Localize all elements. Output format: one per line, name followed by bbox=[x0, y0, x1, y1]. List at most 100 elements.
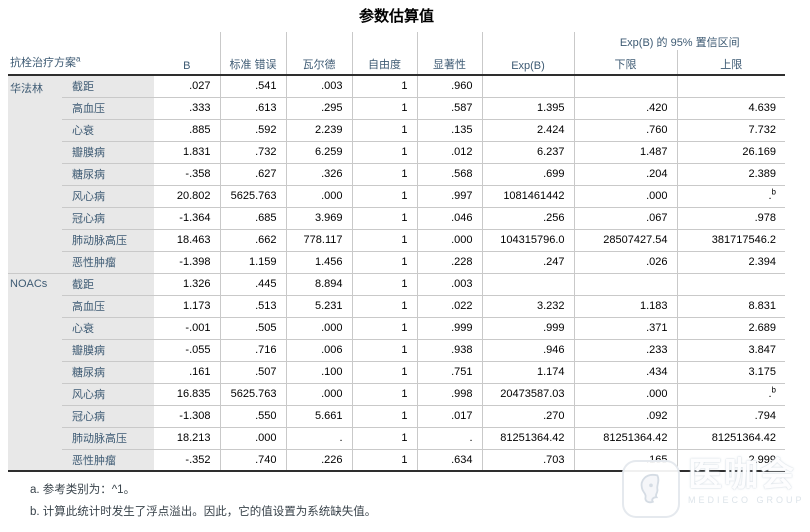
table-row: 肺动脉高压 18.213.000. 1. 81251364.42 81251364.42… bbox=[8, 426, 785, 449]
value-cell: .204 bbox=[573, 162, 677, 185]
value-cell: .022 bbox=[416, 294, 482, 317]
value-cell: .740 bbox=[219, 448, 286, 472]
value-cell: .507 bbox=[219, 360, 286, 383]
footnote-a: a. 参考类别为：^1。 bbox=[30, 484, 136, 496]
table-footnotes: a. 参考类别为：^1。 b. 计算此统计时发生了浮点溢出。因此，它的值设置为系… bbox=[30, 479, 376, 523]
value-cell: 778.117 bbox=[285, 228, 352, 251]
value-cell: 28507427.54 bbox=[573, 228, 677, 251]
value-cell: 1.326 bbox=[154, 272, 220, 295]
value-cell: -1.308 bbox=[154, 404, 220, 427]
value-cell: .946 bbox=[481, 338, 574, 361]
value-cell: .326 bbox=[285, 162, 352, 185]
value-cell: . bbox=[285, 426, 352, 449]
value-cell: 1 bbox=[351, 96, 417, 119]
value-cell: .997 bbox=[416, 184, 482, 207]
table-row: 心衰 .885.592 2.239 1.135 2.424.760 7.732 bbox=[8, 118, 785, 141]
value-cell: .513 bbox=[219, 294, 286, 317]
table-row: 心衰 -.001.505.000 1.999.999.371 2.689 bbox=[8, 316, 785, 339]
header-row-main: 抗栓治疗方案a B 标准 错误 瓦尔德 自由度 显著性 Exp(B) Exp(B… bbox=[8, 32, 785, 76]
row-label: 肺动脉高压 bbox=[62, 228, 154, 251]
row-label: 冠心病 bbox=[62, 404, 154, 427]
row-label: 瓣膜病 bbox=[62, 338, 154, 361]
value-cell: 1 bbox=[351, 250, 417, 273]
value-cell: .135 bbox=[416, 118, 482, 141]
value-cell: .885 bbox=[154, 118, 220, 141]
value-cell: .998 bbox=[416, 382, 482, 405]
row-label: 恶性肿瘤 bbox=[62, 448, 154, 472]
value-cell: .938 bbox=[416, 338, 482, 361]
value-cell: 1.456 bbox=[285, 250, 352, 273]
value-cell: .003 bbox=[285, 75, 352, 97]
value-cell: .960 bbox=[416, 75, 482, 97]
table-row: 高血压 .333.613.295 1.587 1.395.420 4.639 bbox=[8, 96, 785, 119]
value-cell: .703 bbox=[481, 448, 574, 472]
value-cell: 1 bbox=[351, 360, 417, 383]
table-row: 糖尿病 .161.507.100 1.751 1.174.434 3.175 bbox=[8, 360, 785, 383]
value-cell: .550 bbox=[219, 404, 286, 427]
value-cell: 16.835 bbox=[154, 382, 220, 405]
row-label: 瓣膜病 bbox=[62, 140, 154, 163]
value-cell: 1 bbox=[351, 206, 417, 229]
value-cell: .568 bbox=[416, 162, 482, 185]
col-header-df: 自由度 bbox=[351, 32, 417, 76]
value-cell: -.055 bbox=[154, 338, 220, 361]
value-cell: 1.159 bbox=[219, 250, 286, 273]
value-cell: .978 bbox=[676, 206, 785, 229]
value-cell: .027 bbox=[154, 75, 220, 97]
value-cell: .006 bbox=[285, 338, 352, 361]
value-cell: 1 bbox=[351, 382, 417, 405]
table-row: 恶性肿瘤 -1.398 1.159 1.456 1.228.247.026 2.394 bbox=[8, 250, 785, 273]
group-label: 华法林 bbox=[8, 75, 62, 273]
value-cell: 8.831 bbox=[676, 294, 785, 317]
value-cell: .627 bbox=[219, 162, 286, 185]
value-cell: .662 bbox=[219, 228, 286, 251]
table-row: NOACs 截距 1.326.445 8.894 1.003 bbox=[8, 272, 785, 472]
row-label: 冠心病 bbox=[62, 206, 154, 229]
value-cell: 5.661 bbox=[285, 404, 352, 427]
value-cell: .000 bbox=[285, 316, 352, 339]
value-cell: .634 bbox=[416, 448, 482, 472]
table-header: 抗栓治疗方案a B 标准 错误 瓦尔德 自由度 显著性 Exp(B) Exp(B… bbox=[8, 32, 785, 76]
value-cell: 1.487 bbox=[573, 140, 677, 163]
value-cell: 2.424 bbox=[481, 118, 574, 141]
value-cell: 81251364.42 bbox=[481, 426, 574, 449]
value-cell: 2.389 bbox=[676, 162, 785, 185]
col-header-wald: 瓦尔德 bbox=[285, 32, 352, 76]
table-row: 冠心病 -1.364.685 3.969 1.046.256.067.978 bbox=[8, 206, 785, 229]
value-cell: 5625.763 bbox=[219, 382, 286, 405]
col-header-ci-spanner: Exp(B) 的 95% 置信区间 bbox=[573, 32, 785, 50]
row-label: 截距 bbox=[62, 272, 154, 295]
table-row: 风心病 16.835 5625.763.000 1.998 20473587.03.00… bbox=[8, 382, 785, 405]
value-cell: .012 bbox=[416, 140, 482, 163]
col-header-expb: Exp(B) bbox=[481, 32, 574, 76]
value-cell: .685 bbox=[219, 206, 286, 229]
row-label: 风心病 bbox=[62, 184, 154, 207]
row-label: 心衰 bbox=[62, 316, 154, 339]
value-cell bbox=[481, 75, 574, 97]
value-cell: .228 bbox=[416, 250, 482, 273]
footnote-marker: b bbox=[771, 187, 776, 197]
value-cell: -1.398 bbox=[154, 250, 220, 273]
value-cell: 4.639 bbox=[676, 96, 785, 119]
value-cell: 2.394 bbox=[676, 250, 785, 273]
value-cell: 6.237 bbox=[481, 140, 574, 163]
value-cell: .371 bbox=[573, 316, 677, 339]
value-cell: -1.364 bbox=[154, 206, 220, 229]
value-cell: 5.231 bbox=[285, 294, 352, 317]
value-cell: 81251364.42 bbox=[676, 426, 785, 449]
value-cell: .100 bbox=[285, 360, 352, 383]
value-cell: 3.232 bbox=[481, 294, 574, 317]
value-cell: 18.213 bbox=[154, 426, 220, 449]
row-label: 糖尿病 bbox=[62, 360, 154, 383]
value-cell: .067 bbox=[573, 206, 677, 229]
value-cell: 1 bbox=[351, 228, 417, 251]
value-cell: .999 bbox=[481, 316, 574, 339]
value-cell: 104315796.0 bbox=[481, 228, 574, 251]
value-cell: .247 bbox=[481, 250, 574, 273]
group-label: NOACs bbox=[8, 272, 62, 472]
value-cell: .000 bbox=[219, 426, 286, 449]
value-cell: .161 bbox=[154, 360, 220, 383]
value-cell: 2.999 bbox=[676, 448, 785, 472]
row-header-cell: 抗栓治疗方案a bbox=[8, 32, 154, 76]
header-row-sub: 下限 上限 bbox=[8, 50, 785, 76]
